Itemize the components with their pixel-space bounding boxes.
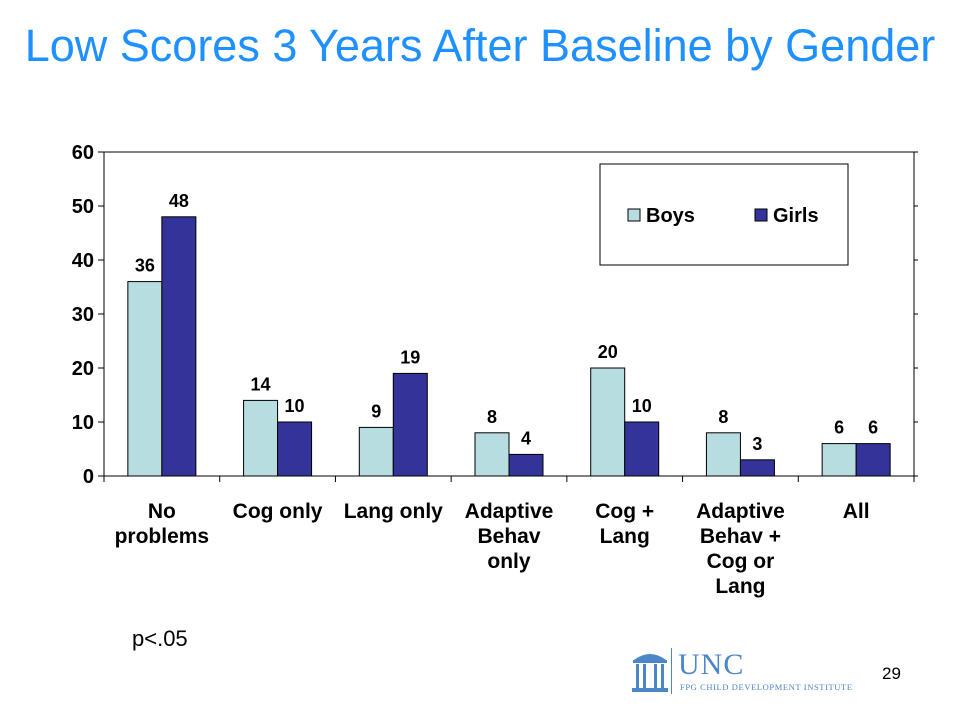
x-category-label: only: [487, 550, 530, 573]
x-category-label: Adaptive: [465, 500, 554, 523]
y-tick-label: 30: [72, 304, 94, 326]
data-label-girls: 48: [169, 191, 189, 211]
data-label-girls: 3: [752, 434, 762, 454]
x-category-label: Cog only: [233, 500, 323, 523]
logo-wordmark: UNC: [678, 648, 745, 681]
data-label-girls: 19: [400, 347, 420, 367]
x-category-label: Behav: [477, 525, 540, 548]
x-category-label: Adaptive: [696, 500, 785, 523]
legend-box: [599, 163, 849, 266]
legend-label-girls: Girls: [773, 205, 819, 227]
slide-title: Low Scores 3 Years After Baseline by Gen…: [24, 20, 936, 71]
logo-subtitle: FPG CHILD DEVELOPMENT INSTITUTE: [680, 682, 853, 692]
y-tick-label: 60: [72, 142, 94, 164]
data-label-boys: 6: [834, 418, 844, 438]
data-label-boys: 8: [487, 407, 497, 427]
bar-boys: [821, 443, 857, 477]
data-label-girls: 6: [868, 418, 878, 438]
y-tick-label: 40: [72, 250, 94, 272]
data-label-boys: 14: [251, 374, 271, 394]
bar-girls: [277, 421, 313, 477]
x-category-label: No: [148, 500, 176, 523]
data-label-girls: 4: [521, 428, 531, 448]
y-tick-label: 20: [72, 358, 94, 380]
data-label-boys: 9: [371, 401, 381, 421]
bar-boys: [358, 426, 394, 477]
bar-boys: [474, 432, 510, 477]
page-number: 29: [882, 664, 901, 683]
bar-girls: [624, 421, 660, 477]
bar-girls: [161, 216, 197, 477]
bar-girls: [855, 443, 891, 477]
y-tick-label: 10: [72, 412, 94, 434]
bar-boys: [127, 281, 163, 477]
x-category-label: Lang: [600, 525, 650, 548]
x-category-label: problems: [115, 525, 210, 548]
y-tick-label: 0: [83, 466, 94, 488]
bar-girls: [739, 459, 775, 477]
legend-swatch-boys: [627, 208, 641, 222]
x-category-label: Cog +: [595, 500, 654, 523]
data-label-girls: 10: [632, 396, 652, 416]
data-label-boys: 36: [135, 256, 155, 276]
data-label-girls: 10: [285, 396, 305, 416]
data-label-boys: 20: [598, 342, 618, 362]
x-category-label: Lang only: [344, 500, 443, 523]
bar-girls: [508, 453, 544, 477]
bar-girls: [392, 372, 428, 477]
data-label-boys: 8: [718, 407, 728, 427]
x-category-label: Lang: [715, 575, 765, 598]
x-category-label: Behav +: [700, 525, 781, 548]
x-category-label: All: [843, 500, 870, 523]
footnote: p<.05: [132, 626, 188, 651]
legend-label-boys: Boys: [646, 205, 695, 227]
old-well-icon: [632, 648, 672, 694]
y-tick-label: 50: [72, 196, 94, 218]
bar-boys: [705, 432, 741, 477]
unc-logo: UNC FPG CHILD DEVELOPMENT INSTITUTE: [628, 646, 878, 696]
bar-boys: [243, 399, 279, 477]
legend-swatch-girls: [754, 208, 768, 222]
bar-boys: [590, 367, 626, 477]
x-category-label: Cog or: [707, 550, 775, 573]
